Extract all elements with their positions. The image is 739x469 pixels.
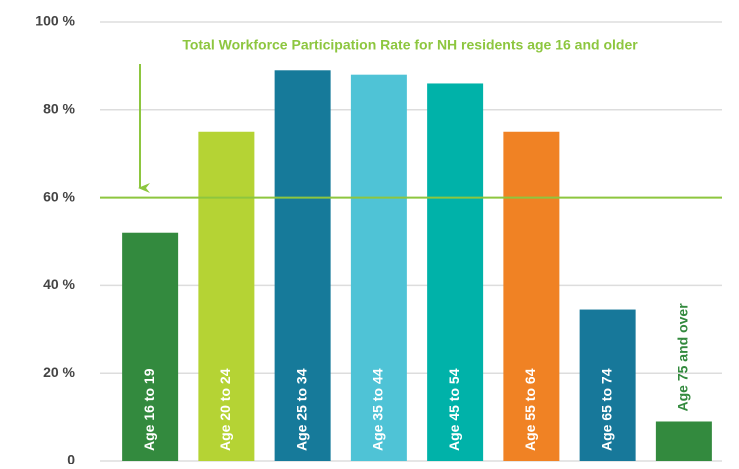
bar (274, 70, 331, 461)
category-label: Age 35 to 44 (370, 368, 386, 451)
y-tick-label: 40 % (43, 276, 75, 292)
category-label: Age 75 and over (675, 303, 691, 412)
bar (350, 74, 407, 462)
reference-label: Total Workforce Participation Rate for N… (182, 37, 638, 53)
category-label: Age 20 to 24 (217, 368, 233, 451)
category-label: Age 45 to 54 (446, 368, 462, 451)
category-label: Age 65 to 74 (598, 368, 614, 451)
bar (579, 309, 636, 461)
y-tick-label: 20 % (43, 364, 75, 380)
category-label: Age 25 to 34 (293, 368, 309, 451)
bar (198, 131, 255, 461)
bar (427, 83, 484, 462)
y-tick-label: 0 (67, 452, 75, 464)
category-label: Age 55 to 64 (522, 368, 538, 451)
bar (655, 421, 712, 461)
y-tick-label: 80 % (43, 101, 75, 117)
bar (503, 131, 560, 461)
y-tick-label: 60 % (43, 188, 75, 204)
bar (122, 232, 179, 461)
y-tick-label: 100 % (35, 13, 75, 29)
category-label: Age 16 to 19 (141, 368, 157, 451)
